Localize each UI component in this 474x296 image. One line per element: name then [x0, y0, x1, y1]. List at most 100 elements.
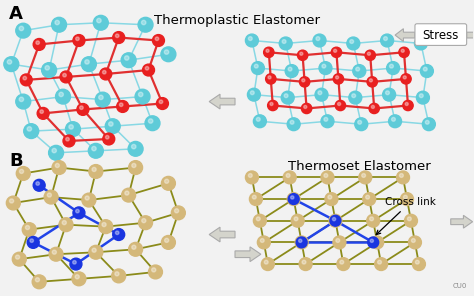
Circle shape: [254, 115, 266, 128]
Circle shape: [313, 34, 326, 47]
Circle shape: [284, 94, 288, 98]
Circle shape: [389, 115, 401, 128]
Circle shape: [135, 89, 150, 104]
Circle shape: [417, 91, 429, 104]
Circle shape: [52, 161, 66, 174]
Circle shape: [16, 94, 31, 109]
Circle shape: [128, 141, 143, 156]
Circle shape: [296, 237, 307, 248]
Circle shape: [138, 17, 153, 32]
Circle shape: [322, 64, 326, 68]
Circle shape: [264, 260, 268, 264]
Circle shape: [52, 17, 66, 32]
Circle shape: [102, 70, 106, 74]
Circle shape: [359, 171, 372, 184]
Circle shape: [330, 215, 341, 226]
Circle shape: [290, 195, 294, 199]
Circle shape: [250, 91, 254, 95]
Circle shape: [102, 223, 106, 227]
Circle shape: [332, 218, 336, 221]
Circle shape: [288, 194, 299, 205]
Circle shape: [300, 77, 310, 87]
Circle shape: [365, 195, 370, 199]
Circle shape: [52, 148, 56, 153]
Circle shape: [32, 275, 46, 289]
Circle shape: [148, 119, 153, 123]
Circle shape: [286, 173, 290, 177]
Circle shape: [103, 133, 115, 145]
Circle shape: [172, 206, 185, 220]
Circle shape: [76, 209, 79, 213]
Circle shape: [162, 176, 175, 190]
Circle shape: [24, 124, 39, 139]
Circle shape: [370, 217, 374, 221]
Circle shape: [164, 50, 169, 54]
Circle shape: [367, 77, 377, 87]
Circle shape: [93, 15, 108, 30]
Circle shape: [381, 34, 393, 47]
Circle shape: [80, 106, 83, 110]
Circle shape: [9, 199, 14, 203]
Circle shape: [22, 223, 36, 237]
Text: Thermoset Elastomer: Thermoset Elastomer: [288, 160, 431, 173]
Circle shape: [19, 97, 24, 102]
Text: B: B: [9, 152, 23, 170]
Circle shape: [302, 260, 306, 264]
Circle shape: [145, 67, 149, 70]
Circle shape: [404, 214, 418, 227]
Circle shape: [122, 188, 136, 202]
Circle shape: [399, 47, 409, 57]
Text: Thermoplastic Elastomer: Thermoplastic Elastomer: [154, 14, 320, 27]
Circle shape: [316, 37, 320, 41]
Circle shape: [367, 214, 380, 227]
Circle shape: [248, 37, 252, 41]
Circle shape: [401, 74, 411, 84]
Circle shape: [254, 214, 266, 227]
Circle shape: [400, 173, 403, 177]
Circle shape: [371, 236, 383, 249]
Circle shape: [7, 60, 12, 64]
Circle shape: [26, 226, 29, 230]
Circle shape: [33, 38, 45, 50]
Circle shape: [156, 98, 168, 110]
Circle shape: [49, 145, 64, 160]
Circle shape: [266, 49, 269, 52]
Circle shape: [73, 207, 85, 219]
Circle shape: [45, 66, 49, 70]
Text: Cross link: Cross link: [376, 197, 436, 235]
Circle shape: [408, 217, 411, 221]
Circle shape: [419, 94, 423, 98]
Circle shape: [92, 167, 96, 171]
Circle shape: [287, 118, 300, 131]
Circle shape: [383, 37, 387, 41]
Circle shape: [40, 110, 44, 113]
Circle shape: [16, 167, 30, 180]
Circle shape: [99, 95, 103, 99]
Circle shape: [138, 92, 143, 96]
Circle shape: [27, 127, 32, 131]
Circle shape: [88, 144, 103, 158]
Circle shape: [59, 92, 64, 96]
Circle shape: [73, 35, 85, 46]
Circle shape: [85, 196, 89, 200]
Circle shape: [125, 191, 129, 195]
Circle shape: [298, 239, 302, 242]
Circle shape: [36, 182, 39, 185]
Text: CU0: CU0: [452, 283, 466, 289]
FancyArrow shape: [466, 29, 474, 41]
Circle shape: [315, 88, 328, 101]
Circle shape: [99, 220, 113, 234]
Circle shape: [397, 171, 410, 184]
Circle shape: [299, 239, 302, 242]
Circle shape: [27, 237, 39, 248]
Circle shape: [337, 102, 341, 105]
Circle shape: [59, 218, 73, 231]
Circle shape: [142, 218, 146, 223]
Circle shape: [256, 217, 260, 221]
Circle shape: [349, 91, 362, 104]
Circle shape: [113, 229, 125, 240]
Circle shape: [42, 63, 56, 78]
FancyArrow shape: [209, 227, 235, 242]
Circle shape: [72, 272, 86, 286]
Circle shape: [92, 248, 96, 252]
